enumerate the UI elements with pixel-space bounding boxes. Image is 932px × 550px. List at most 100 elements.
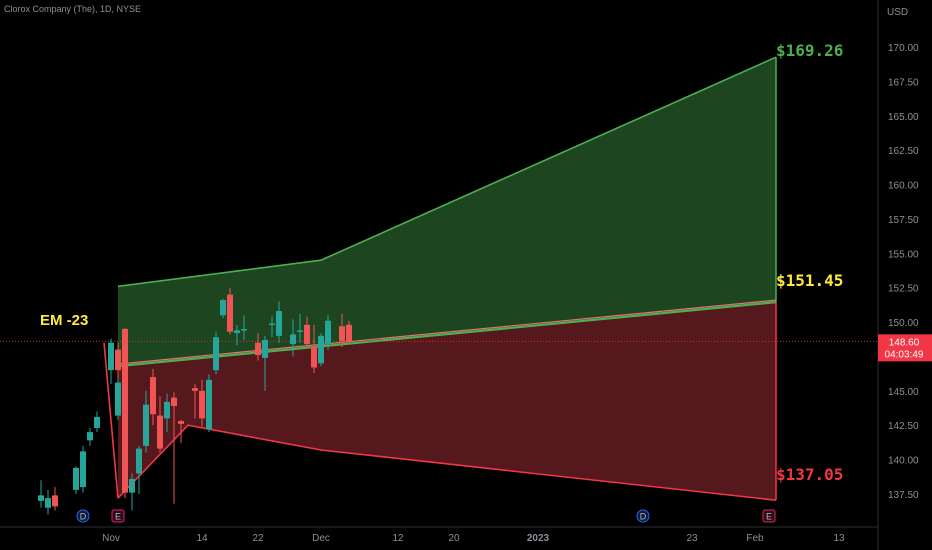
label-em: EM -23 [40, 312, 88, 329]
candle [304, 316, 310, 349]
candle [171, 392, 177, 504]
candle [255, 333, 261, 361]
candle-body [122, 328, 128, 493]
candle [115, 377, 121, 420]
marker-letter: E [766, 512, 772, 522]
dividend-marker-icon: D [636, 509, 650, 523]
y-tick-label: 142.50 [888, 421, 919, 432]
candle-body [213, 337, 219, 371]
candle-body [304, 324, 310, 345]
candle [220, 298, 226, 318]
candle-body [38, 495, 44, 501]
candle-body [150, 377, 156, 415]
candle-body [87, 432, 93, 441]
candle-body [241, 328, 247, 331]
candle [136, 445, 142, 494]
marker-letter: D [640, 512, 647, 522]
candle [45, 489, 51, 515]
candle-body [143, 404, 149, 446]
upper-band-fill [118, 57, 776, 367]
candle [73, 466, 79, 494]
pre-band-line [103, 342, 119, 499]
x-tick-label: 12 [392, 533, 404, 544]
marker-shape [762, 509, 776, 523]
dividend-marker-icon: D [76, 509, 90, 523]
earnings-marker-icon: E [762, 509, 776, 523]
y-tick-label: 140.00 [888, 456, 919, 467]
candlesticks [38, 287, 352, 515]
expected-move-bands [0, 56, 878, 501]
candle [122, 327, 128, 499]
candle-body [269, 323, 275, 325]
y-tick-label: 167.50 [888, 77, 919, 88]
x-tick-label: Feb [746, 533, 764, 544]
y-tick-label: 170.00 [888, 43, 919, 54]
candle [269, 316, 275, 338]
x-tick-label: 2023 [527, 533, 550, 544]
candle-body [129, 478, 135, 493]
candle-body [339, 326, 345, 342]
candle [325, 315, 331, 350]
candle [276, 301, 282, 343]
candle [311, 324, 317, 373]
candle [227, 287, 233, 335]
candle [87, 427, 93, 446]
x-tick-label: Dec [312, 533, 330, 544]
x-axis[interactable]: Nov 14 22 Dec 12 20 2023 23 Feb 13 [0, 526, 878, 544]
candle-body [108, 342, 114, 371]
candle-body [45, 498, 51, 508]
candle [80, 445, 86, 493]
candle [318, 333, 324, 367]
marker-shape [636, 509, 650, 523]
candle [290, 319, 296, 357]
candle-body [192, 388, 198, 391]
label-high: $169.26 [776, 41, 843, 60]
y-tick-label: 150.00 [888, 318, 919, 329]
candle-body [318, 335, 324, 364]
candle-body [52, 495, 58, 507]
candle [164, 393, 170, 433]
y-tick-label: 162.50 [888, 146, 919, 157]
price-tag-value: 148.60 [889, 337, 920, 348]
candle-body [325, 320, 331, 345]
lower-band-line [117, 424, 777, 501]
candle-body [206, 379, 212, 430]
y-tick-label: 152.50 [888, 284, 919, 295]
x-tick-label: 14 [196, 533, 208, 544]
candle [234, 324, 240, 346]
y-tick-label: 160.00 [888, 181, 919, 192]
mid-line-green [117, 301, 777, 368]
upper-band-line [117, 56, 777, 288]
x-tick-label: 22 [252, 533, 264, 544]
y-tick-label: 155.00 [888, 249, 919, 260]
y-tick-label: 157.50 [888, 215, 919, 226]
candle [150, 368, 156, 426]
candle [143, 390, 149, 453]
x-tick-label: 20 [448, 533, 460, 544]
candle [213, 331, 219, 375]
marker-shape [111, 509, 125, 523]
candle-body [94, 416, 100, 428]
candle [297, 313, 303, 343]
marker-letter: D [80, 512, 87, 522]
candle-body [115, 349, 121, 371]
y-tick-label: 165.00 [888, 112, 919, 123]
earnings-marker-icon: E [111, 509, 125, 523]
candle-body [136, 448, 142, 474]
marker-shape [76, 509, 90, 523]
x-tick-label: Nov [102, 533, 120, 544]
label-low: $137.05 [776, 465, 843, 484]
candle-body [262, 339, 268, 358]
candle-body [346, 324, 352, 342]
candle-body [115, 382, 121, 416]
candle [339, 313, 345, 347]
candle [108, 338, 114, 384]
y-axis[interactable]: USD137.50140.00142.50145.00147.50150.001… [877, 0, 919, 550]
band-labels: $169.26 $151.45 $137.05 EM -23 [40, 41, 843, 484]
candle [241, 315, 247, 340]
candle [346, 320, 352, 345]
candle [157, 396, 163, 453]
